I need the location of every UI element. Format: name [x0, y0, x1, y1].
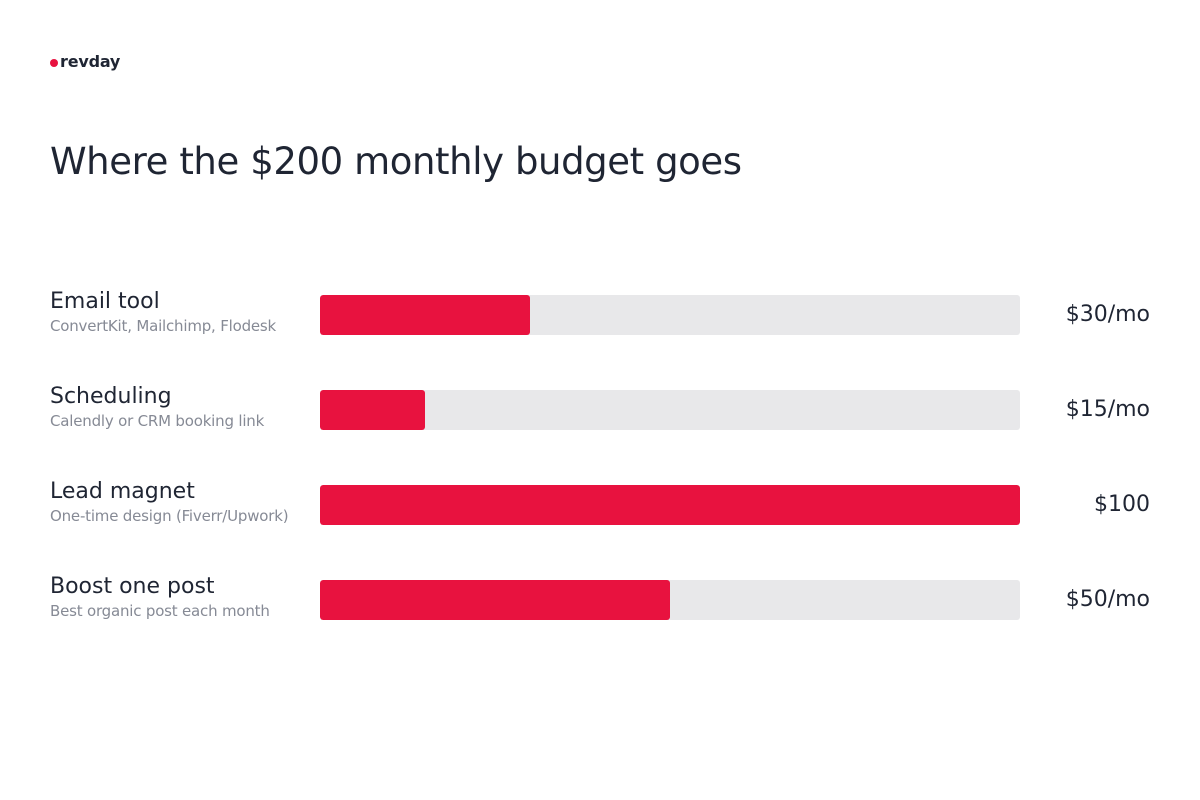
- brand-logo: revday: [50, 52, 120, 71]
- bar-track: [320, 295, 1020, 335]
- chart-title: Where the $200 monthly budget goes: [50, 140, 742, 183]
- bar: [320, 580, 670, 620]
- category-subtitle: Best organic post each month: [50, 602, 270, 620]
- value-label: $15/mo: [1065, 397, 1150, 422]
- category-name: Email tool: [50, 289, 160, 314]
- logo-dot-icon: [50, 58, 58, 67]
- value-label: $30/mo: [1065, 302, 1150, 327]
- category-subtitle: One-time design (Fiverr/Upwork): [50, 507, 289, 525]
- bar: [320, 295, 530, 335]
- category-name: Boost one post: [50, 574, 215, 599]
- category-name: Lead magnet: [50, 479, 195, 504]
- category-subtitle: Calendly or CRM booking link: [50, 412, 265, 430]
- bar: [320, 485, 1020, 525]
- category-subtitle: ConvertKit, Mailchimp, Flodesk: [50, 317, 277, 335]
- value-label: $100: [1094, 492, 1150, 517]
- brand-name: revday: [60, 52, 121, 71]
- bar-track: [320, 580, 1020, 620]
- bar: [320, 390, 425, 430]
- category-label: Lead magnet One-time design (Fiverr/Upwor…: [50, 479, 310, 527]
- category-label: Scheduling Calendly or CRM booking link: [50, 384, 310, 432]
- category-label: Boost one post Best organic post each mon…: [50, 574, 310, 622]
- category-label: Email tool ConvertKit, Mailchimp, Flodesk: [50, 289, 310, 337]
- value-label: $50/mo: [1065, 587, 1150, 612]
- bar-track: [320, 485, 1020, 525]
- bar-track: [320, 390, 1020, 430]
- category-name: Scheduling: [50, 384, 172, 409]
